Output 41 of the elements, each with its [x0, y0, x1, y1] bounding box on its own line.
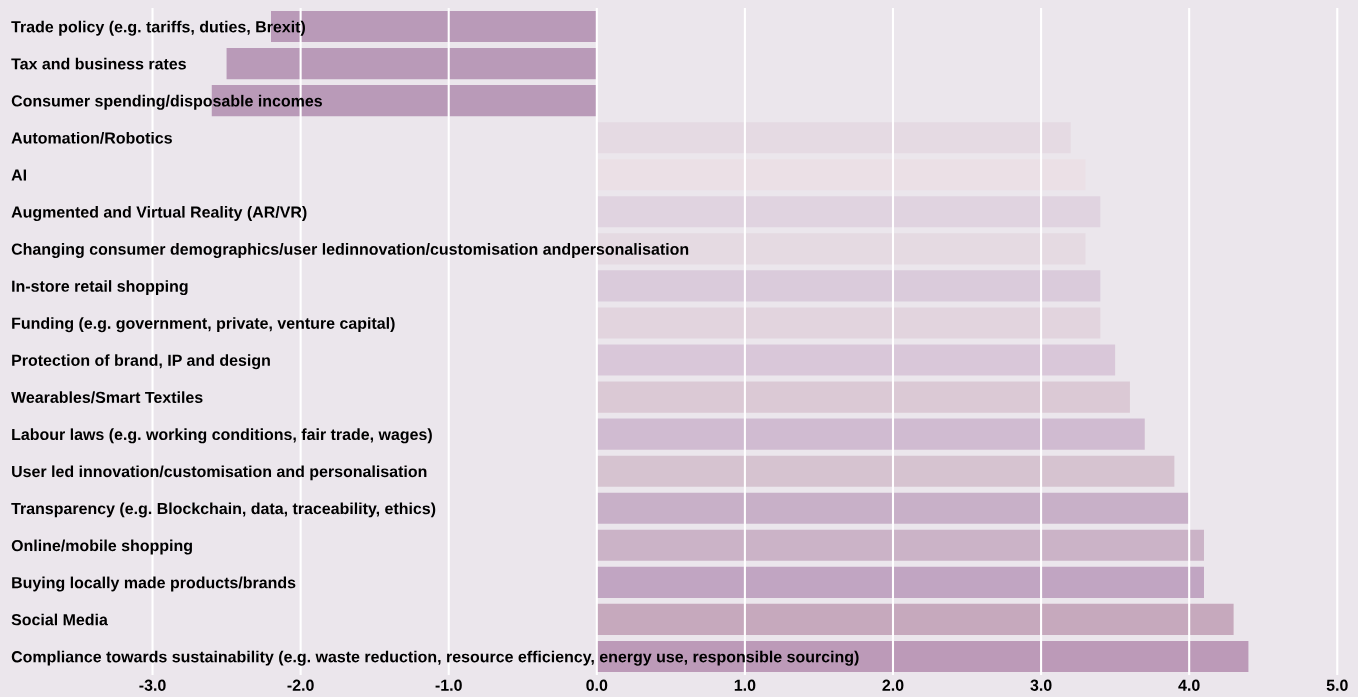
- bar: [596, 307, 1101, 339]
- y-tick-label: In-store retail shopping: [12, 280, 188, 296]
- bar: [596, 455, 1175, 487]
- bar: [596, 640, 1249, 673]
- y-tick-label: Changing consumer demographics/user ledinnovation/customisation andpersonalisation: [11, 243, 689, 259]
- x-tick-label: 5.0: [1326, 679, 1348, 691]
- y-tick-label: Online/mobile shopping: [11, 539, 192, 555]
- x-tick-label: -3.0: [139, 679, 166, 691]
- y-tick-label: Consumer spending/disposable incomes: [11, 94, 322, 110]
- y-tick-label: Protection of brand, IP and design: [12, 354, 270, 370]
- y-tick-label: Labour laws (e.g. working conditions, fair trade, wages): [12, 428, 432, 444]
- y-tick-label: Automation/Robotics: [11, 131, 172, 144]
- y-tick-label: Transparency (e.g. Blockchain, data, traceability, ethics): [11, 502, 436, 518]
- y-tick-label: Trade policy (e.g. tariffs, duties, Brexit): [11, 20, 305, 36]
- bar: [596, 122, 1071, 154]
- bar: [596, 344, 1116, 376]
- x-tick-label: 0.0: [586, 679, 608, 691]
- bar: [596, 603, 1234, 635]
- x-tick-label: 4.0: [1178, 679, 1200, 691]
- y-tick-label: Tax and business rates: [11, 57, 186, 70]
- bar: [226, 48, 597, 80]
- x-tick-label: 2.0: [882, 679, 904, 691]
- x-tick-label: -1.0: [435, 679, 462, 691]
- bar: [596, 492, 1190, 524]
- y-tick-label: Compliance towards sustainability (e.g. waste reduction, resource efficiency, energy use, responsible sourcing): [11, 650, 859, 666]
- x-tick-label: 3.0: [1030, 679, 1052, 691]
- y-tick-label: Wearables/Smart Textiles: [11, 391, 203, 404]
- bar: [596, 418, 1145, 450]
- y-tick-label: Buying locally made products/brands: [12, 576, 296, 592]
- bar: [596, 196, 1101, 228]
- y-tick-label: User led innovation/customisation and personalisation: [12, 465, 427, 481]
- x-tick-label: 1.0: [734, 679, 756, 691]
- x-tick-label: -2.0: [287, 679, 314, 691]
- bar: [596, 566, 1204, 598]
- y-tick-label: AI: [11, 169, 27, 181]
- bar: [596, 529, 1204, 561]
- y-tick-label: Social Media: [11, 613, 108, 626]
- y-tick-label: Augmented and Virtual Reality (AR/VR): [11, 206, 307, 221]
- y-tick-label: Funding (e.g. government, private, venture capital): [12, 317, 395, 333]
- bar: [596, 270, 1101, 302]
- bar: [596, 381, 1130, 413]
